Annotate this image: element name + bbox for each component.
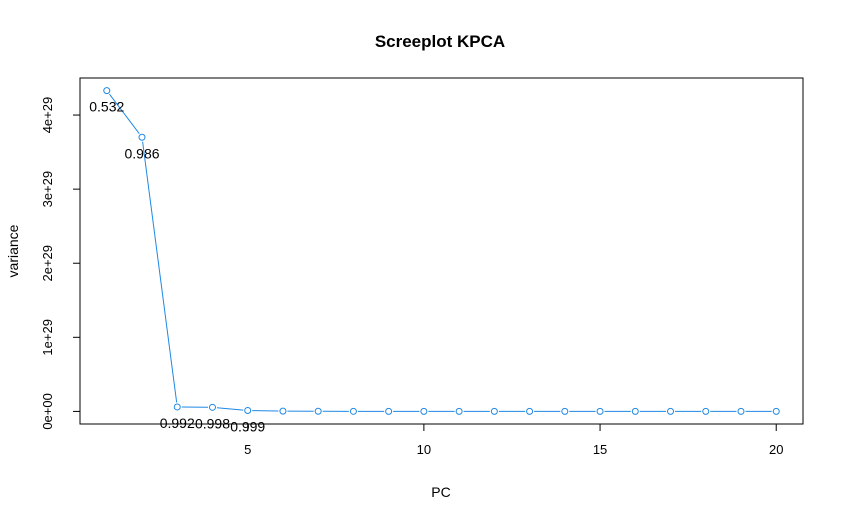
y-axis: 0e+00 1e+29 2e+29 3e+29 4e+29 bbox=[40, 97, 80, 430]
x-tick-label: 20 bbox=[769, 442, 783, 457]
data-point bbox=[702, 407, 710, 415]
chart-title: Screeplot KPCA bbox=[375, 32, 505, 51]
data-point bbox=[737, 407, 745, 415]
data-point bbox=[385, 407, 393, 415]
data-point bbox=[490, 407, 498, 415]
x-tick-label: 5 bbox=[244, 442, 251, 457]
series-line-segment bbox=[109, 93, 140, 134]
series-line-segment bbox=[142, 141, 178, 403]
data-point bbox=[244, 407, 252, 415]
data-point bbox=[279, 407, 287, 415]
y-tick-label: 2e+29 bbox=[40, 245, 55, 282]
x-axis: 5 10 15 20 bbox=[244, 424, 783, 457]
x-tick-label: 10 bbox=[417, 442, 431, 457]
y-tick-label: 4e+29 bbox=[40, 97, 55, 134]
series-line-group bbox=[109, 93, 772, 412]
data-point bbox=[596, 407, 604, 415]
data-point bbox=[103, 87, 111, 95]
y-tick-label: 1e+29 bbox=[40, 319, 55, 356]
point-labels-group: 0.532 0.986 0.992 0.998 0.999 bbox=[89, 99, 265, 435]
data-point bbox=[208, 403, 216, 411]
series-points-group bbox=[103, 87, 780, 415]
point-label: 0.992 bbox=[160, 415, 195, 431]
y-axis-label: variance bbox=[5, 224, 21, 277]
x-axis-label: PC bbox=[431, 484, 450, 500]
data-point bbox=[138, 133, 146, 141]
data-point bbox=[772, 407, 780, 415]
data-point bbox=[631, 407, 639, 415]
x-tick-label: 15 bbox=[593, 442, 607, 457]
data-point bbox=[173, 403, 181, 411]
y-tick-label: 0e+00 bbox=[40, 393, 55, 430]
point-label: 0.998 bbox=[195, 415, 230, 431]
point-label: 0.999 bbox=[230, 419, 265, 435]
data-point bbox=[526, 407, 534, 415]
data-point bbox=[314, 407, 322, 415]
point-label: 0.532 bbox=[89, 99, 124, 115]
plot-frame bbox=[79, 77, 804, 425]
data-point bbox=[349, 407, 357, 415]
data-point bbox=[561, 407, 569, 415]
series-line-segment bbox=[216, 407, 244, 411]
data-point bbox=[420, 407, 428, 415]
data-point bbox=[667, 407, 675, 415]
point-label: 0.986 bbox=[124, 145, 159, 161]
y-tick-label: 3e+29 bbox=[40, 171, 55, 208]
data-point bbox=[455, 407, 463, 415]
